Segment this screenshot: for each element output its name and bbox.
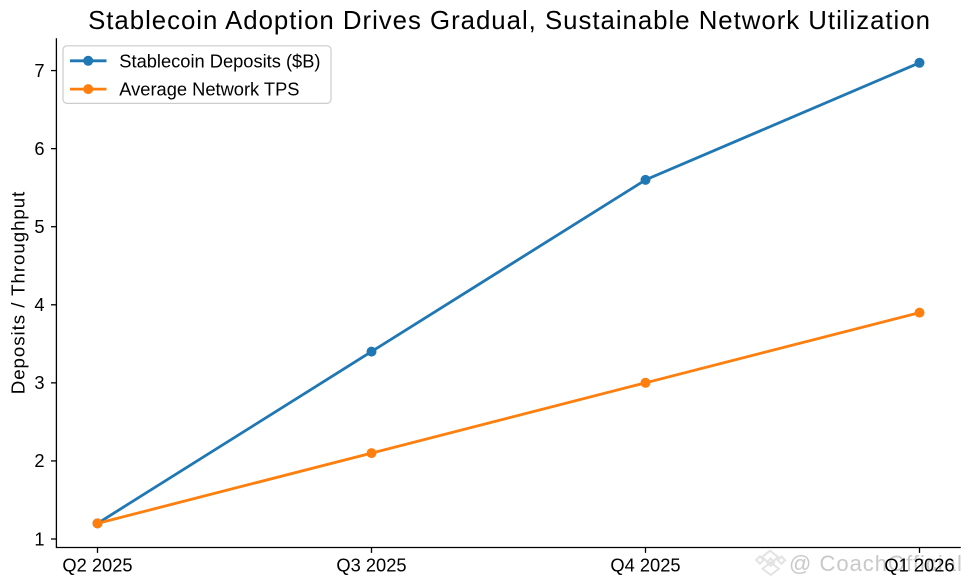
svg-text:Q3 2025: Q3 2025 xyxy=(336,555,406,576)
svg-text:3: 3 xyxy=(34,372,44,393)
svg-text:4: 4 xyxy=(34,294,44,315)
svg-text:Deposits / Throughput: Deposits / Throughput xyxy=(8,191,29,394)
svg-text:2: 2 xyxy=(34,450,44,471)
svg-text:Stablecoin Deposits ($B): Stablecoin Deposits ($B) xyxy=(119,50,320,71)
svg-text:Stablecoin Adoption Drives Gra: Stablecoin Adoption Drives Gradual, Sust… xyxy=(88,7,931,35)
svg-text:5: 5 xyxy=(34,216,44,237)
svg-text:Q4 2025: Q4 2025 xyxy=(610,555,680,576)
svg-text:Q2 2025: Q2 2025 xyxy=(62,555,132,576)
svg-text:Average Network TPS: Average Network TPS xyxy=(119,79,299,100)
svg-text:@ CoachOfficial: @ CoachOfficial xyxy=(789,551,963,576)
svg-text:1: 1 xyxy=(34,528,44,549)
svg-text:6: 6 xyxy=(34,138,44,159)
svg-text:Q1 2026: Q1 2026 xyxy=(884,555,954,576)
svg-text:7: 7 xyxy=(34,60,44,81)
